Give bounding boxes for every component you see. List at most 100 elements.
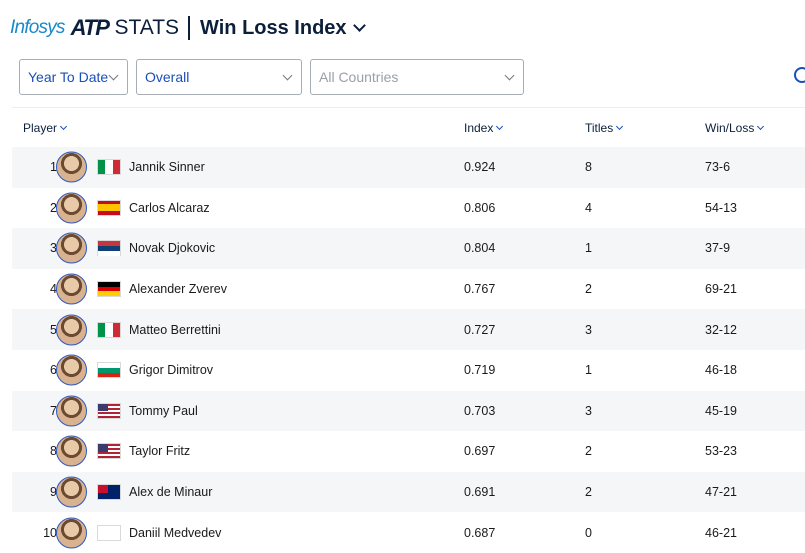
chevron-down-icon	[282, 70, 293, 80]
player-titles: 3	[585, 322, 592, 337]
atp-logo[interactable]: ATP	[70, 15, 110, 40]
table-row[interactable]: 4 Alexander Zverev 0.767 2 69-21	[12, 269, 805, 310]
filter-bar: Year To Date Overall All Countries	[19, 59, 532, 95]
table-row[interactable]: 9 Alex de Minaur 0.691 2 47-21	[12, 471, 805, 513]
player-avatar[interactable]	[56, 395, 87, 427]
player-name[interactable]: Daniil Medvedev	[129, 525, 222, 540]
column-header-win-loss[interactable]: Win/Loss	[705, 120, 765, 135]
column-header-index-label: Index	[464, 120, 494, 135]
player-index: 0.703	[464, 403, 496, 418]
player-avatar[interactable]	[56, 151, 87, 183]
table-row[interactable]: 8 Taylor Fritz 0.697 2 53-23	[12, 431, 805, 472]
country-flag-icon	[97, 199, 121, 216]
player-name[interactable]: Alex de Minaur	[129, 485, 213, 500]
column-header-index[interactable]: Index	[464, 120, 504, 135]
player-name[interactable]: Carlos Alcaraz	[129, 200, 210, 215]
column-header-player[interactable]: Player	[23, 120, 68, 135]
column-header-win-loss-label: Win/Loss	[705, 120, 755, 135]
player-win-loss: 46-18	[705, 363, 737, 378]
player-rank: 1	[50, 160, 57, 175]
player-name[interactable]: Matteo Berrettini	[129, 322, 221, 337]
column-header-titles-label: Titles	[585, 120, 614, 135]
chevron-down-icon[interactable]	[352, 19, 366, 32]
player-index: 0.767	[464, 282, 496, 297]
player-rank: 4	[50, 282, 57, 297]
period-select[interactable]: Year To Date	[19, 59, 128, 95]
player-titles: 4	[585, 200, 592, 215]
table-row[interactable]: 10 Daniil Medvedev 0.687 0 46-21	[12, 512, 805, 553]
player-titles: 1	[585, 363, 592, 378]
player-titles: 2	[585, 282, 592, 297]
player-win-loss: 32-12	[705, 322, 737, 337]
player-rank: 10	[43, 525, 57, 540]
player-rank: 2	[50, 200, 57, 215]
sort-chevron-icon	[59, 122, 68, 130]
table-row[interactable]: 1 Jannik Sinner 0.924 8 73-6	[12, 147, 805, 188]
player-win-loss: 73-6	[705, 160, 731, 175]
player-titles: 2	[585, 444, 592, 459]
player-avatar[interactable]	[56, 232, 87, 264]
country-select[interactable]: All Countries	[310, 59, 524, 95]
player-name[interactable]: Taylor Fritz	[129, 444, 191, 459]
sort-chevron-icon	[616, 122, 624, 130]
player-titles: 8	[585, 160, 592, 175]
infosys-logo[interactable]: Infosys	[10, 17, 65, 38]
period-select-value: Year To Date	[28, 69, 109, 85]
chevron-down-icon	[504, 70, 515, 80]
player-win-loss: 45-19	[705, 403, 737, 418]
player-titles: 0	[585, 525, 592, 540]
chevron-down-icon	[108, 70, 119, 80]
surface-select[interactable]: Overall	[136, 59, 302, 95]
player-name[interactable]: Jannik Sinner	[129, 160, 205, 175]
player-avatar[interactable]	[56, 476, 87, 508]
player-rank: 3	[50, 241, 57, 256]
player-avatar[interactable]	[56, 192, 87, 224]
player-avatar[interactable]	[56, 314, 87, 346]
player-avatar[interactable]	[56, 354, 87, 386]
sort-chevron-icon	[496, 122, 504, 130]
column-header-player-label: Player	[23, 120, 58, 135]
surface-select-value: Overall	[145, 69, 190, 85]
player-avatar[interactable]	[56, 273, 87, 305]
country-flag-icon	[97, 443, 121, 460]
player-name[interactable]: Grigor Dimitrov	[129, 363, 214, 378]
table-row[interactable]: 2 Carlos Alcaraz 0.806 4 54-13	[12, 188, 805, 229]
player-titles: 3	[585, 403, 592, 418]
player-rank: 9	[50, 485, 57, 500]
country-flag-icon	[97, 159, 121, 176]
country-flag-icon	[97, 402, 121, 419]
win-loss-table: Player Index Titles Win/Loss 1 Jannik Sin…	[12, 107, 805, 549]
table-row[interactable]: 7 Tommy Paul 0.703 3 45-19	[12, 390, 805, 432]
column-header-titles[interactable]: Titles	[585, 120, 624, 135]
country-select-placeholder: All Countries	[319, 69, 399, 85]
table-row[interactable]: 6 Grigor Dimitrov 0.719 1 46-18	[12, 350, 805, 391]
player-rank: 8	[50, 444, 57, 459]
player-index: 0.697	[464, 444, 496, 459]
player-rank: 5	[50, 322, 57, 337]
player-index: 0.727	[464, 322, 496, 337]
player-name[interactable]: Novak Djokovic	[129, 241, 216, 256]
player-index: 0.806	[464, 200, 496, 215]
country-flag-icon	[97, 281, 121, 298]
table-row[interactable]: 5 Matteo Berrettini 0.727 3 32-12	[12, 309, 805, 350]
country-flag-icon	[97, 484, 121, 501]
player-avatar[interactable]	[56, 517, 87, 549]
player-rank: 6	[50, 363, 57, 378]
page-title[interactable]: Win Loss Index	[200, 16, 347, 39]
player-win-loss: 53-23	[705, 444, 737, 459]
player-avatar[interactable]	[56, 435, 87, 467]
player-name[interactable]: Alexander Zverev	[129, 282, 227, 297]
country-flag-icon	[97, 362, 121, 379]
search-icon[interactable]	[794, 67, 805, 83]
country-flag-icon	[97, 321, 121, 338]
country-flag-icon	[97, 524, 121, 541]
player-name[interactable]: Tommy Paul	[129, 403, 198, 418]
player-titles: 1	[585, 241, 592, 256]
player-win-loss: 54-13	[705, 200, 737, 215]
player-index: 0.687	[464, 525, 496, 540]
player-index: 0.719	[464, 363, 496, 378]
header-divider	[188, 16, 191, 40]
table-row[interactable]: 3 Novak Djokovic 0.804 1 37-9	[12, 228, 805, 269]
player-win-loss: 69-21	[705, 282, 737, 297]
player-win-loss: 47-21	[705, 485, 737, 500]
